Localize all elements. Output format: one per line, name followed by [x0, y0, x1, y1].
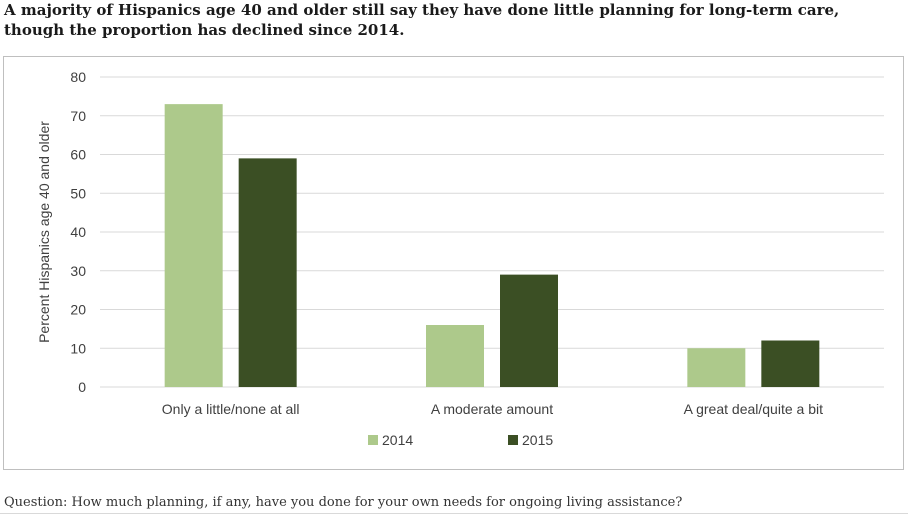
bar-2014-3	[687, 348, 746, 387]
y-tick-label: 40	[70, 224, 86, 240]
x-category-label: Only a little/none at all	[162, 401, 300, 417]
legend-label-2014: 2014	[382, 432, 413, 448]
legend-swatch-2014	[368, 435, 378, 445]
chart-frame: 0 10 20 30 40 50 60 70 80 Percent Hispanics age 4…	[3, 56, 904, 470]
y-tick-label: 0	[78, 379, 86, 395]
chart-title-line-1: A majority of Hispanics age 40 and older…	[4, 1, 840, 19]
bar-2015-2	[500, 274, 558, 387]
y-tick-label: 30	[70, 263, 86, 279]
y-tick-label: 80	[70, 69, 86, 85]
question-footnote: Question: How much planning, if any, hav…	[4, 495, 683, 510]
bar-2015-3	[761, 340, 820, 387]
bar-2015-1	[238, 158, 297, 387]
y-axis-title: Percent Hispanics age 40 and older	[36, 121, 52, 343]
bar-2014-2	[426, 325, 484, 387]
y-tick-label: 70	[70, 108, 86, 124]
x-category-label: A moderate amount	[431, 401, 553, 417]
bar-2014-1	[164, 104, 223, 387]
y-tick-label: 20	[70, 302, 86, 318]
chart-title-line-2: though the proportion has declined since…	[4, 21, 405, 39]
bottom-divider	[0, 513, 908, 514]
legend-swatch-2015	[508, 435, 518, 445]
y-tick-label: 10	[70, 340, 86, 356]
x-category-label: A great deal/quite a bit	[684, 401, 823, 417]
y-tick-label: 50	[70, 185, 86, 201]
legend-label-2015: 2015	[522, 432, 553, 448]
bar-chart: 0 10 20 30 40 50 60 70 80 Percent Hispanics age 4…	[36, 69, 884, 448]
y-tick-label: 60	[70, 147, 86, 163]
chart-title: A majority of Hispanics age 40 and older…	[4, 0, 904, 40]
